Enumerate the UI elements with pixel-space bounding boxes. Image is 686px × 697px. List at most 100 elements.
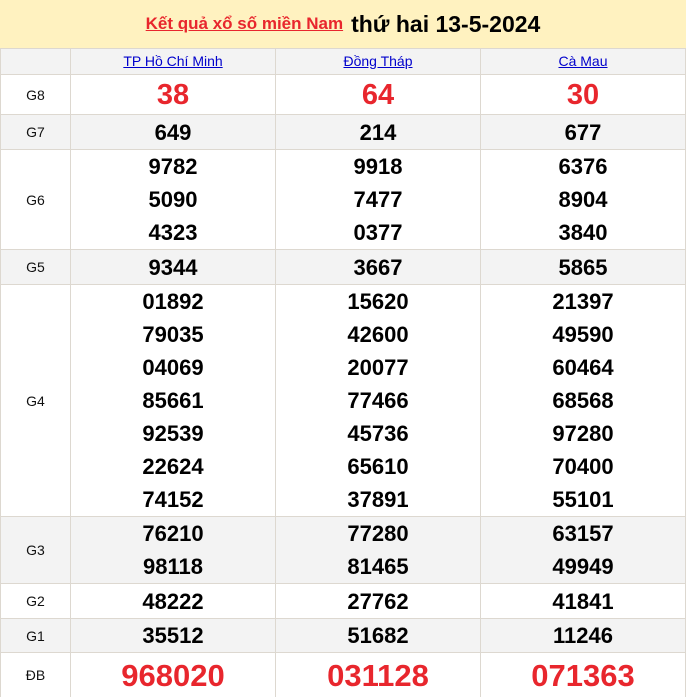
- prize-number: 214: [359, 119, 397, 145]
- results-title: Kết quả xổ số miền Nam thứ hai 13-5-2024: [0, 0, 686, 48]
- prize-cell: 9918 7477 0377: [275, 149, 481, 250]
- province-link[interactable]: TP Hồ Chí Minh: [123, 52, 223, 69]
- prize-number: 74152: [142, 487, 204, 512]
- prize-number: 41841: [552, 588, 614, 614]
- prize-number: 8904: [558, 187, 608, 212]
- prize-label: G4: [0, 284, 71, 517]
- prize-number: 49949: [552, 554, 614, 579]
- prize-number: 22624: [142, 454, 204, 479]
- prize-number: 3840: [558, 220, 608, 245]
- prize-number: 65610: [347, 454, 409, 479]
- prize-number: 9918: [353, 154, 403, 179]
- prize-cell: 3667: [275, 249, 481, 285]
- prize-cell: 15620 42600 20077 77466 45736 65610 37891: [275, 284, 481, 517]
- province-link[interactable]: Cà Mau: [558, 52, 608, 69]
- prize-cell: 35512: [70, 618, 276, 653]
- prize-number: 60464: [552, 355, 614, 380]
- prize-cell: 214: [275, 114, 481, 150]
- prize-row-đb: ĐB 968020 031128 071363: [0, 652, 686, 697]
- prize-number: 76210: [142, 521, 204, 546]
- prize-cell: 63157 49949: [480, 516, 686, 584]
- prize-cell: 9344: [70, 249, 276, 285]
- prize-number: 92539: [142, 421, 204, 446]
- prize-cell: 51682: [275, 618, 481, 653]
- prize-number: 45736: [347, 421, 409, 446]
- prize-number: 77466: [347, 388, 409, 413]
- prize-cell: 27762: [275, 583, 481, 619]
- prize-number: 27762: [347, 588, 409, 614]
- prize-row-g8: G8 38 64 30: [0, 74, 686, 115]
- prize-number: 35512: [142, 623, 204, 648]
- prize-row-g2: G2 48222 27762 41841: [0, 583, 686, 619]
- prize-cell: 5865: [480, 249, 686, 285]
- prize-label: G7: [0, 114, 71, 150]
- prize-row-g6: G6 9782 5090 4323 9918 7477 0377 6376 8904 3840: [0, 149, 686, 250]
- prize-number: 649: [154, 119, 192, 145]
- prize-number: 7477: [353, 187, 403, 212]
- results-date: thứ hai 13-5-2024: [351, 10, 541, 37]
- prize-number: 42600: [347, 322, 409, 347]
- prize-number: 49590: [552, 322, 614, 347]
- prize-row-g5: G5 9344 3667 5865: [0, 249, 686, 285]
- prize-number: 9344: [148, 254, 198, 280]
- prize-cell: 6376 8904 3840: [480, 149, 686, 250]
- prize-label: G5: [0, 249, 71, 285]
- prize-number: 81465: [347, 554, 409, 579]
- prize-cell: 01892 79035 04069 85661 92539 22624 74152: [70, 284, 276, 517]
- prize-label: G8: [0, 74, 71, 115]
- prize-number: 77280: [347, 521, 409, 546]
- prize-number: 3667: [353, 254, 403, 280]
- province-link[interactable]: Đồng Tháp: [343, 52, 413, 69]
- province-header-row: TP Hồ Chí Minh Đồng Tháp Cà Mau: [0, 48, 686, 75]
- prize-label: G3: [0, 516, 71, 584]
- prize-number: 64: [361, 78, 395, 111]
- prize-row-g1: G1 35512 51682 11246: [0, 618, 686, 653]
- prize-cell: 649: [70, 114, 276, 150]
- results-region-link[interactable]: Kết quả xổ số miền Nam: [145, 14, 344, 33]
- prize-number: 21397: [552, 289, 614, 314]
- province-header: Cà Mau: [480, 48, 686, 75]
- prize-number: 6376: [558, 154, 608, 179]
- prize-number: 79035: [142, 322, 204, 347]
- prize-number: 968020: [121, 657, 225, 693]
- prize-number: 51682: [347, 623, 409, 648]
- prize-number: 70400: [552, 454, 614, 479]
- prize-cell: 071363: [480, 652, 686, 697]
- prize-cell: 677: [480, 114, 686, 150]
- prize-label: ĐB: [0, 652, 71, 697]
- prize-cell: 21397 49590 60464 68568 97280 70400 55101: [480, 284, 686, 517]
- province-header: Đồng Tháp: [275, 48, 481, 75]
- prize-number: 11246: [553, 623, 613, 648]
- prize-number: 63157: [552, 521, 614, 546]
- prize-number: 68568: [552, 388, 614, 413]
- prize-number: 85661: [142, 388, 204, 413]
- prize-row-g7: G7 649 214 677: [0, 114, 686, 150]
- prize-number: 48222: [142, 588, 204, 614]
- prize-cell: 77280 81465: [275, 516, 481, 584]
- prize-number: 20077: [347, 355, 409, 380]
- prize-cell: 76210 98118: [70, 516, 276, 584]
- prize-cell: 41841: [480, 583, 686, 619]
- prize-label: G6: [0, 149, 71, 250]
- prize-cell: 031128: [275, 652, 481, 697]
- prize-number: 15620: [347, 289, 409, 314]
- prize-number: 55101: [552, 487, 614, 512]
- prize-number: 071363: [531, 657, 635, 693]
- prize-number: 04069: [142, 355, 204, 380]
- prize-number: 9782: [148, 154, 198, 179]
- corner-cell: [0, 48, 71, 75]
- prize-number: 98118: [143, 554, 203, 579]
- prize-number: 37891: [347, 487, 409, 512]
- province-header: TP Hồ Chí Minh: [70, 48, 276, 75]
- prize-label: G1: [0, 618, 71, 653]
- prize-number: 97280: [552, 421, 614, 446]
- prize-number: 5090: [148, 187, 198, 212]
- prize-number: 5865: [558, 254, 608, 280]
- prize-number: 031128: [327, 657, 429, 693]
- prize-cell: 38: [70, 74, 276, 115]
- prize-row-g3: G3 76210 98118 77280 81465 63157 49949: [0, 516, 686, 584]
- results-table: TP Hồ Chí Minh Đồng Tháp Cà Mau G8 38 64 30…: [0, 48, 686, 697]
- prize-cell: 9782 5090 4323: [70, 149, 276, 250]
- prize-cell: 48222: [70, 583, 276, 619]
